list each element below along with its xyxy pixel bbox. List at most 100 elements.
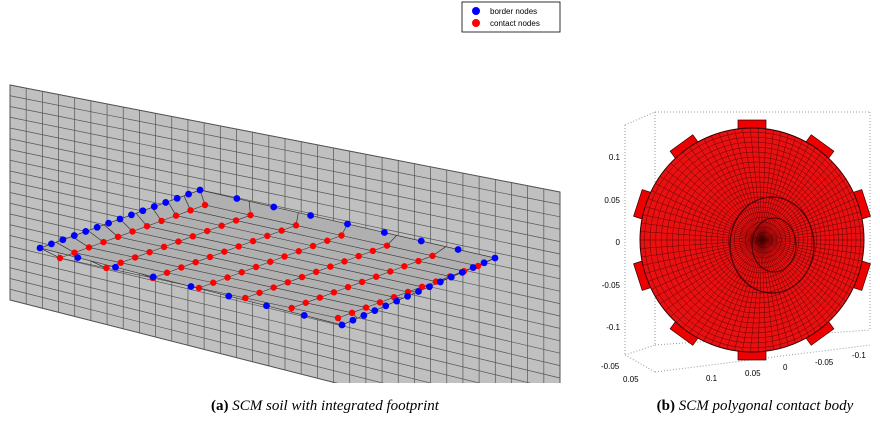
contact-node (242, 294, 249, 302)
mesh-line (640, 239, 763, 258)
border-node (447, 273, 455, 281)
mesh-line (761, 137, 832, 241)
mesh-line (641, 239, 763, 266)
mesh-line (39, 247, 61, 259)
border-node (344, 220, 351, 228)
mesh-line (761, 142, 839, 241)
border-node (93, 223, 101, 231)
mesh-line (662, 239, 763, 313)
mesh-line (761, 154, 851, 241)
hub-inner (751, 217, 797, 273)
contact-node (100, 238, 107, 246)
mesh-line (640, 231, 763, 241)
mesh-line (723, 128, 763, 241)
mesh-line (9, 288, 385, 383)
z-tick-label: 0.05 (604, 196, 620, 205)
contact-node (270, 284, 277, 291)
mesh-line (715, 128, 763, 241)
x-tick-label: 0.1 (706, 374, 718, 383)
border-node (185, 190, 192, 198)
border-node (458, 268, 466, 276)
caption-text: SCM polygonal contact body (679, 398, 854, 414)
mesh-line (761, 239, 864, 299)
border-node (491, 254, 499, 262)
border-node (48, 240, 55, 248)
mesh-line (9, 267, 481, 383)
mesh-line (9, 116, 561, 230)
mesh-line (9, 138, 561, 255)
mesh-line (761, 167, 862, 241)
mesh-line (662, 167, 763, 241)
mesh-line (643, 205, 763, 241)
border-node (338, 321, 346, 329)
mesh-line (761, 239, 784, 352)
contact-node (334, 314, 342, 322)
border-node (233, 195, 241, 202)
mesh-line (241, 271, 288, 283)
mesh-line (319, 297, 367, 308)
contact-node (418, 283, 426, 290)
contact-node (281, 253, 288, 260)
mesh-line (657, 174, 763, 241)
border-node (74, 254, 82, 262)
border-node (270, 203, 278, 211)
mesh-line (761, 239, 864, 249)
mesh-line (291, 307, 339, 319)
contact-node (372, 273, 380, 280)
contact-node (267, 258, 274, 265)
mesh-line (209, 256, 257, 268)
contact-node (298, 273, 306, 281)
mesh-line (146, 225, 193, 237)
mesh-line (238, 246, 285, 257)
border-node (454, 246, 462, 253)
contact-node (309, 242, 317, 250)
mesh-line (284, 256, 331, 267)
border-node (128, 211, 135, 219)
contact-node (362, 304, 370, 311)
mesh-line (267, 235, 314, 247)
contact-node (429, 252, 436, 260)
mesh-line (344, 261, 391, 272)
mesh-line (227, 277, 274, 288)
mesh-line (761, 231, 864, 241)
caption-text: SCM soil with integrated footprint (232, 398, 440, 414)
mesh-line (679, 239, 763, 332)
mesh-line (9, 149, 561, 267)
legend-label: contact nodes (490, 19, 540, 28)
mesh-line (761, 239, 792, 352)
mesh-line (88, 247, 136, 258)
caption-label: (a) (211, 398, 229, 414)
mesh-line (376, 276, 423, 288)
contact-node (302, 299, 309, 306)
mesh-line (761, 239, 864, 291)
y-tick-label: -0.05 (601, 362, 620, 371)
contact-node (316, 294, 324, 301)
mesh-line (700, 133, 763, 241)
mesh-line (166, 272, 214, 284)
border-node (393, 297, 401, 305)
contact-node (114, 233, 122, 240)
mesh-line (418, 260, 465, 272)
mesh-line (761, 181, 864, 241)
legend: border nodes contact nodes (461, 1, 561, 33)
contact-node (401, 263, 408, 270)
z-tick-label: -0.05 (602, 281, 621, 290)
mesh-line (204, 204, 251, 216)
mesh-line (761, 239, 767, 352)
contact-node (218, 222, 225, 229)
mesh-line (190, 210, 237, 221)
contact-node (278, 227, 285, 234)
border-node (349, 316, 357, 324)
border-node (436, 278, 444, 286)
mesh-line (312, 245, 359, 257)
mesh-line (221, 225, 268, 237)
mesh-line (761, 160, 857, 241)
mesh-line (761, 239, 839, 338)
z-tick-label: 0 (616, 238, 621, 247)
hub (729, 196, 815, 294)
mesh-line (273, 287, 320, 298)
border-node (196, 186, 204, 194)
contact-node (143, 223, 151, 230)
mesh-line (740, 128, 763, 241)
